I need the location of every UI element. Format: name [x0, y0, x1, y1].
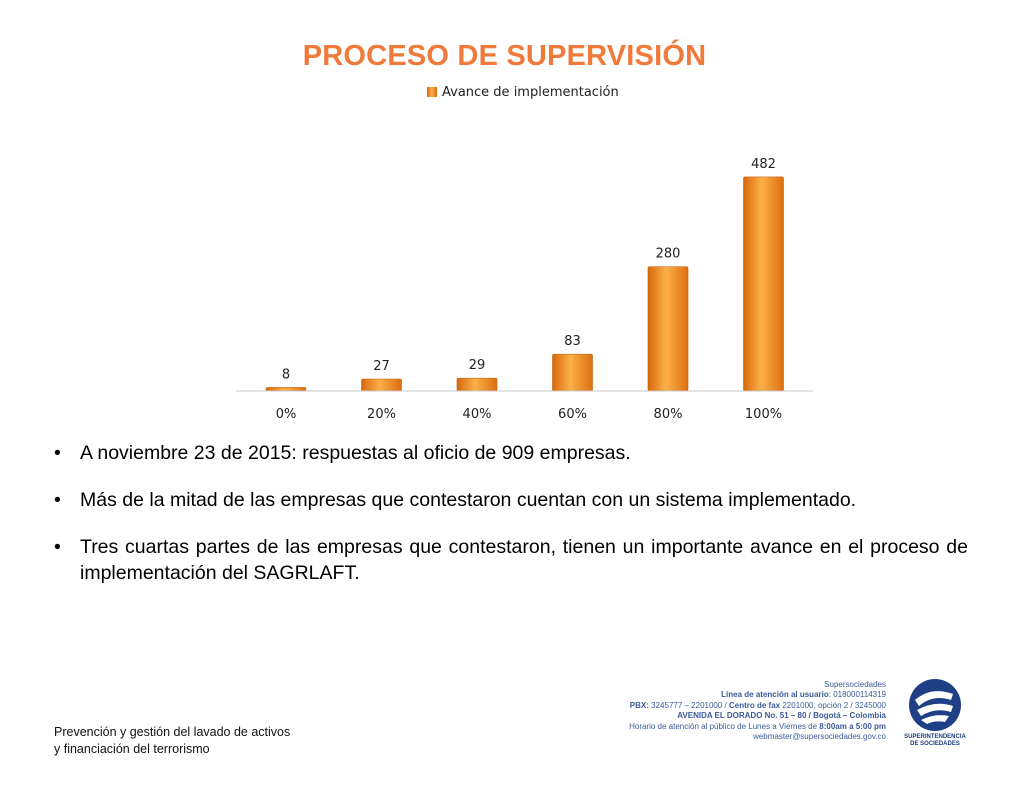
contact-hours-prefix: Horario de atención al público de Lunes …	[629, 721, 820, 731]
contact-line: Línea de atención al usuario: 0180001143…	[629, 690, 886, 700]
contact-fax-label: Centro de fax	[729, 700, 781, 710]
footer-caption: Prevención y gestión del lavado de activ…	[54, 724, 290, 758]
bullet-list: A noviembre 23 de 2015: respuestas al of…	[54, 440, 968, 607]
bar-100%	[743, 176, 784, 392]
chart-legend: Avance de implementación	[427, 85, 619, 100]
contact-email: webmaster@supersociedades.gov.co	[753, 732, 886, 742]
x-tick-label: 40%	[463, 407, 492, 422]
x-tick-label: 80%	[654, 407, 683, 422]
logo-emblem-icon	[909, 679, 961, 731]
legend-label: Avance de implementación	[442, 85, 619, 100]
data-label: 482	[751, 157, 776, 172]
contact-line-value: : 018000114319	[828, 690, 886, 700]
bar-chart: Avance de implementación 8 27 29 83 280 482 0…	[236, 85, 813, 422]
x-tick-label: 100%	[745, 407, 782, 422]
x-tick-label: 20%	[367, 407, 396, 422]
bar-0%	[265, 387, 307, 392]
bar-20%	[361, 378, 402, 392]
bullet-item: Más de la mitad de las empresas que cont…	[54, 487, 968, 513]
x-tick-label: 0%	[276, 407, 297, 422]
contact-phones: PBX: 3245777 – 2201000 / Centro de fax 2…	[629, 701, 886, 711]
chart-bars: 8 27 29 83 280 482	[265, 157, 784, 392]
contact-address: AVENIDA EL DORADO No. 51 – 80 / Bogotá –…	[677, 711, 886, 721]
supersociedades-logo: SUPERINTENDENCIA DE SOCIEDADES	[897, 678, 973, 760]
logo-text-line: DE SOCIEDADES	[910, 741, 960, 747]
data-label: 27	[373, 359, 390, 374]
x-tick-label: 60%	[558, 407, 587, 422]
bullet-item: A noviembre 23 de 2015: respuestas al of…	[54, 440, 968, 466]
data-label: 83	[564, 334, 581, 349]
slide-title: PROCESO DE SUPERVISIÓN	[302, 40, 707, 72]
contact-fax-value: 2201000, opción 2 / 3245000	[780, 700, 886, 710]
contact-block: Supersociedades Línea de atención al usu…	[629, 680, 886, 742]
bullet-item: Tres cuartas partes de las empresas que …	[54, 534, 968, 586]
contact-hours: Horario de atención al público de Lunes …	[629, 722, 886, 732]
data-label: 280	[656, 247, 681, 262]
data-label: 8	[282, 367, 290, 382]
data-label: 29	[469, 358, 486, 373]
contact-hours-value: 8:00am a 5:00 pm	[819, 721, 886, 731]
bar-80%	[647, 266, 689, 392]
footer-caption-line: y financiación del terrorismo	[54, 742, 210, 756]
x-axis-ticks: 0% 20% 40% 60% 80% 100%	[276, 407, 782, 422]
logo-text-line: SUPERINTENDENCIA	[904, 734, 966, 740]
bar-40%	[456, 377, 498, 392]
legend-swatch	[427, 87, 437, 97]
contact-pbx-value: 3245777 – 2201000 /	[648, 700, 729, 710]
contact-pbx-label: PBX:	[629, 700, 649, 710]
contact-org: Supersociedades	[824, 680, 886, 689]
bar-60%	[552, 353, 593, 392]
contact-line-label: Línea de atención al usuario	[721, 690, 829, 700]
footer-caption-line: Prevención y gestión del lavado de activ…	[54, 725, 291, 739]
